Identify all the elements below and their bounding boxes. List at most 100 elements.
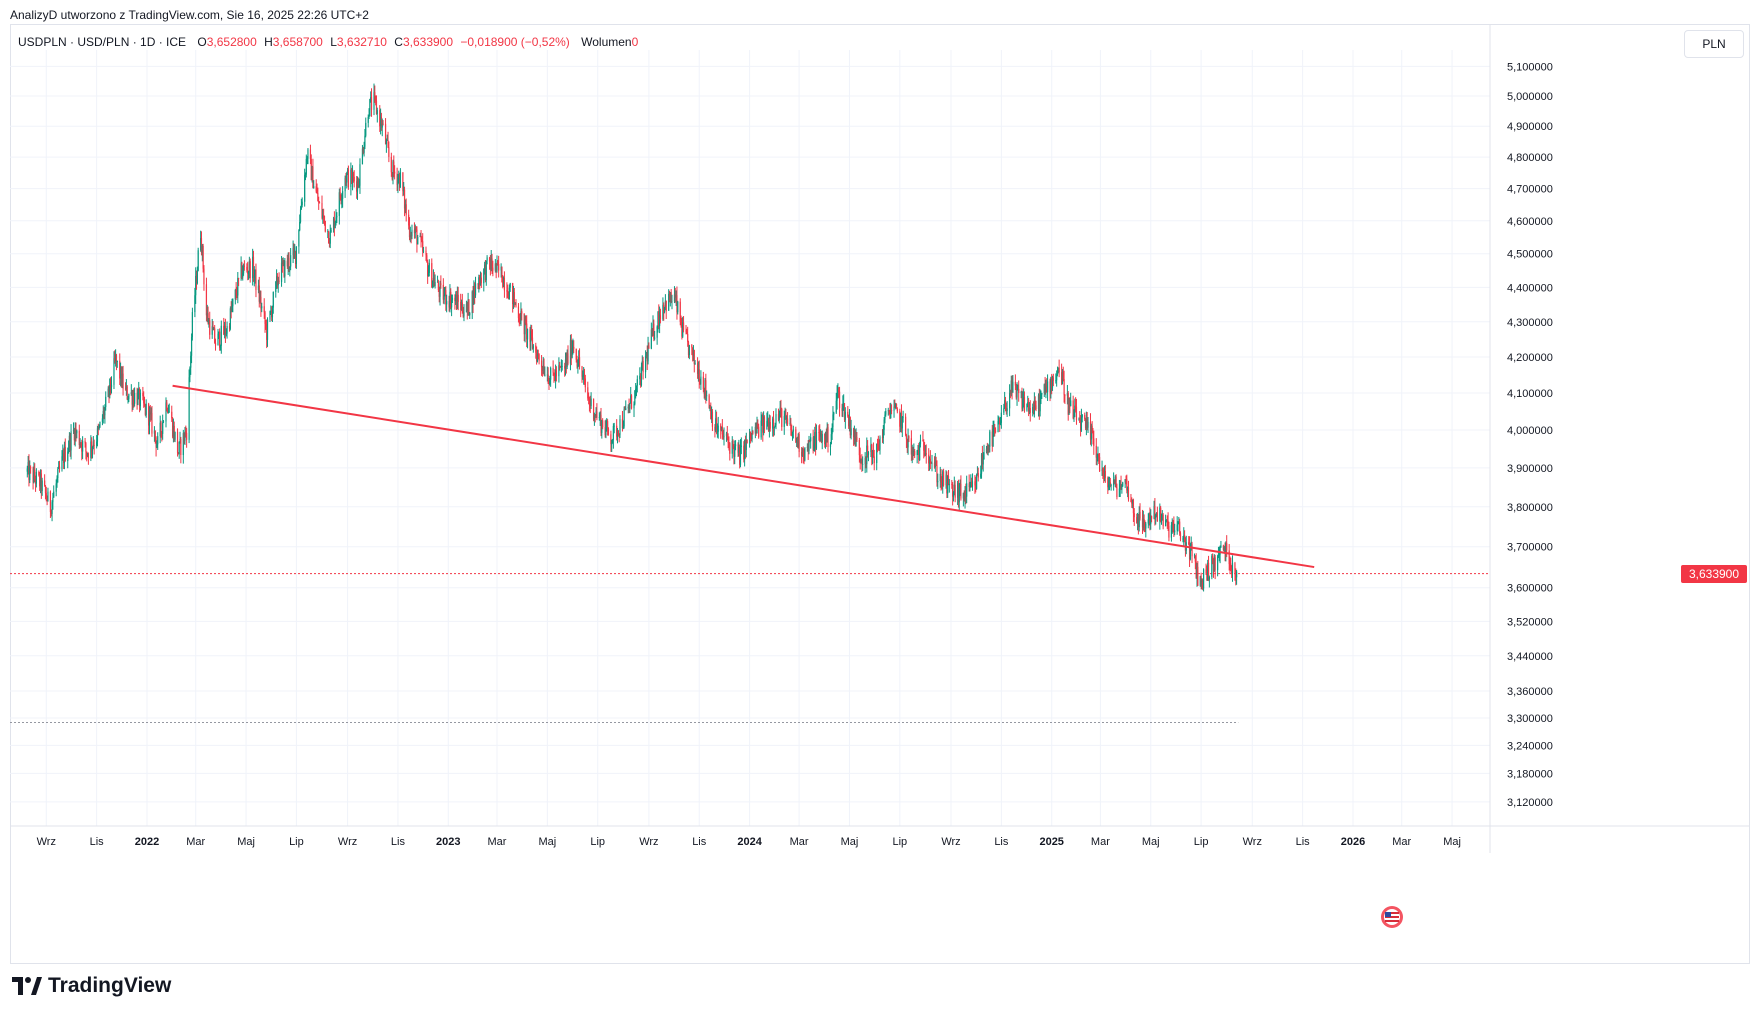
candle-body	[448, 301, 450, 308]
candle-body	[185, 431, 187, 433]
candle-body	[386, 140, 388, 142]
candle-body	[1202, 569, 1205, 589]
candle-body	[606, 421, 608, 429]
candle-body	[338, 192, 340, 216]
candle-body	[600, 414, 602, 433]
candle-body	[1125, 479, 1127, 480]
candle-body	[1137, 519, 1139, 528]
candle-body	[126, 386, 128, 400]
currency-selector[interactable]: PLN	[1684, 30, 1744, 58]
candle-body	[411, 229, 413, 237]
candle-body	[895, 403, 897, 408]
tradingview-logo[interactable]: TradingView	[12, 974, 171, 998]
candle-body	[659, 315, 662, 320]
candle-body	[321, 203, 323, 218]
candle-body	[966, 483, 968, 497]
candle-body	[64, 446, 66, 462]
candle-body	[997, 421, 999, 433]
time-tick-label: Lis	[692, 836, 707, 848]
candle-body	[630, 395, 632, 404]
candle-body	[235, 290, 237, 295]
candle-body	[39, 473, 42, 487]
candle-body	[873, 456, 875, 464]
trendline	[172, 384, 1315, 569]
candle-body	[442, 284, 444, 300]
candle-body	[616, 430, 619, 437]
candle-body	[353, 176, 355, 182]
candle-body	[375, 100, 378, 115]
candle-body	[374, 92, 376, 96]
candle-body	[861, 459, 863, 465]
time-tick-label: Lip	[590, 836, 605, 848]
candle-body	[711, 411, 713, 420]
time-tick-label: 2023	[436, 836, 460, 848]
candle-body	[1096, 456, 1098, 458]
candle-body	[165, 402, 167, 422]
candle-body	[271, 307, 274, 318]
candle-body	[1141, 518, 1144, 528]
candle-body	[714, 426, 716, 431]
candle-body	[1191, 544, 1193, 557]
candle-body	[254, 269, 256, 275]
candle-body	[202, 245, 204, 269]
candle-body	[315, 186, 317, 192]
candle-body	[928, 454, 930, 464]
candle-body	[836, 392, 838, 401]
candle-body	[872, 450, 875, 457]
candle-body	[945, 474, 947, 486]
candle-body	[877, 444, 879, 448]
candle-body	[1037, 395, 1040, 409]
candle-body	[131, 392, 133, 405]
candle-body	[224, 325, 227, 335]
candle-body	[226, 325, 228, 334]
candle-body	[630, 395, 633, 409]
candle-body	[1179, 533, 1182, 540]
candle-body	[300, 205, 302, 210]
legend-symbol[interactable]: USDPLN · USD/PLN · 1D · ICE	[18, 35, 187, 49]
candle-body	[791, 431, 794, 436]
candle-body	[334, 221, 336, 229]
candle-body	[796, 439, 799, 447]
candle-body	[44, 480, 46, 486]
candle-body	[669, 292, 671, 302]
candle-body	[665, 300, 667, 311]
candle-body	[975, 485, 977, 489]
candle-body	[1127, 487, 1129, 491]
candle-body	[120, 367, 123, 386]
candle-body	[241, 263, 243, 278]
candle-body	[96, 441, 98, 446]
candle-body	[789, 422, 791, 425]
candle-body	[657, 312, 659, 327]
candle-body	[362, 148, 364, 153]
candle-body	[1067, 393, 1069, 415]
candle-body	[384, 123, 387, 145]
time-tick-label: Maj	[841, 836, 859, 848]
candle-body	[537, 353, 539, 355]
candle-body	[440, 283, 442, 285]
candle-body	[312, 166, 314, 189]
candle-body	[526, 329, 529, 340]
candle-body	[186, 432, 188, 440]
candle-body	[304, 174, 307, 176]
candle-body	[67, 448, 70, 452]
candle-body	[189, 367, 191, 378]
candle-body	[70, 431, 72, 451]
candle-body	[796, 439, 798, 443]
candle-body	[962, 492, 964, 499]
candle-body	[105, 396, 107, 408]
candle-body	[462, 311, 464, 317]
candle-body	[923, 450, 926, 456]
candle-body	[727, 437, 729, 443]
candle-body	[555, 370, 558, 377]
candle-body	[1098, 456, 1101, 471]
candle-body	[699, 382, 701, 385]
candle-body	[370, 97, 373, 110]
candle-body	[219, 345, 222, 348]
candle-body	[607, 428, 610, 435]
candle-body	[1028, 408, 1031, 412]
candle-body	[431, 263, 433, 288]
candle-body	[1120, 483, 1122, 490]
candle-body	[887, 410, 889, 412]
candle-body	[162, 421, 165, 423]
